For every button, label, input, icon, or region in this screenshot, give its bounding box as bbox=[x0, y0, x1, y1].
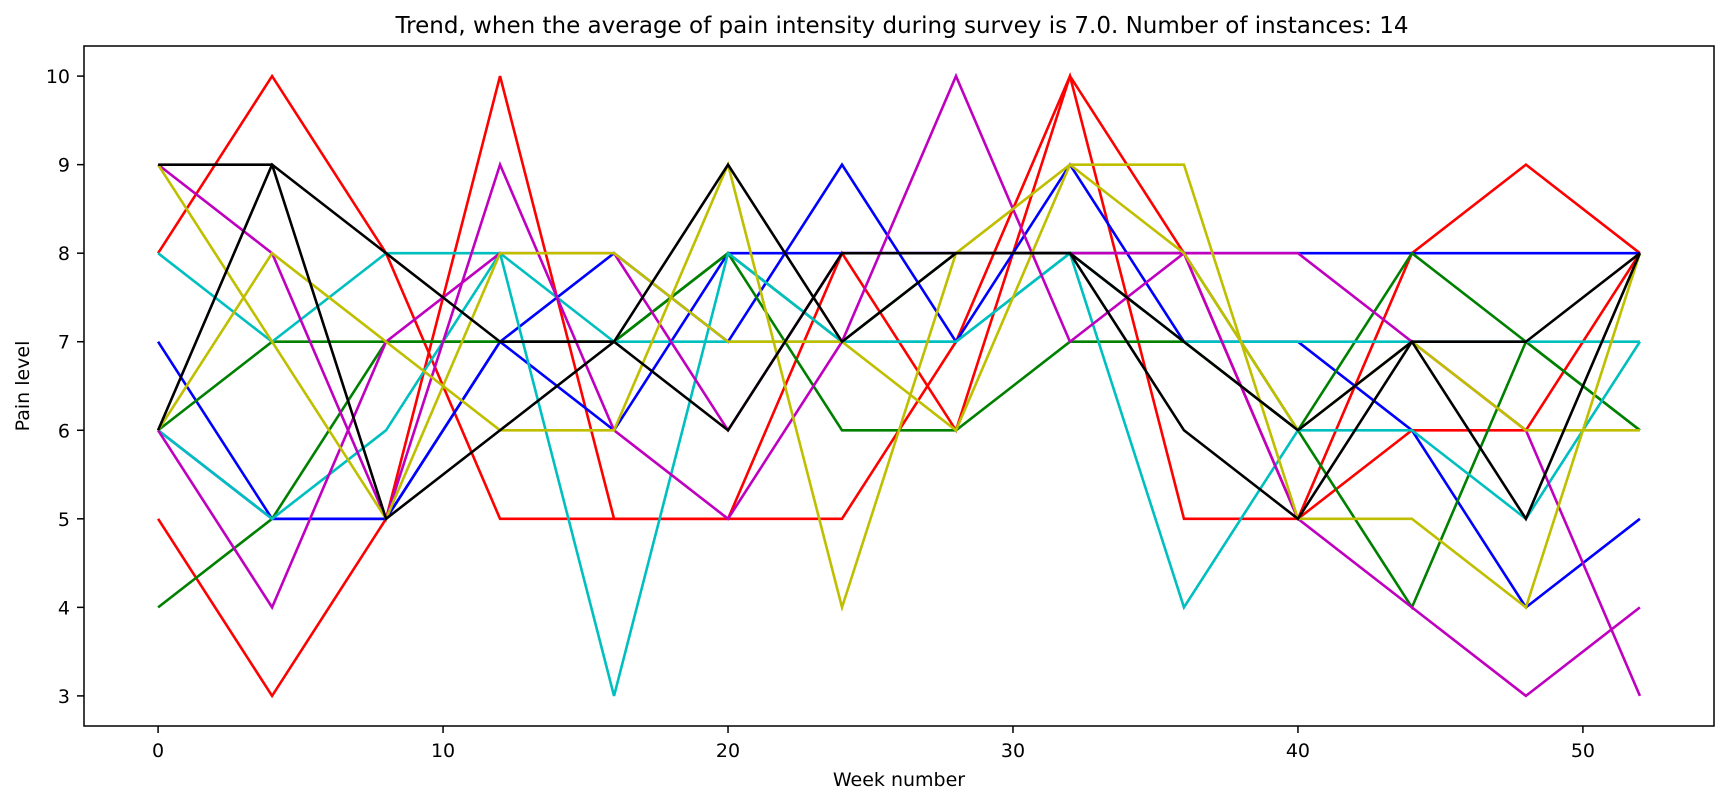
x-tick-label: 0 bbox=[152, 740, 164, 762]
y-tick-label: 6 bbox=[58, 420, 70, 442]
series-line-13 bbox=[158, 162, 1641, 521]
plot-frame bbox=[83, 45, 1715, 727]
y-tick-label: 10 bbox=[46, 66, 70, 88]
y-tick-label: 8 bbox=[58, 243, 70, 265]
x-axis: 0 10 20 30 40 50 bbox=[152, 726, 1595, 762]
y-tick-label: 3 bbox=[58, 686, 70, 708]
y-tick-label: 9 bbox=[58, 155, 70, 177]
series-line-14 bbox=[156, 162, 1642, 522]
chart-title: Trend, when the average of pain intensit… bbox=[394, 13, 1408, 39]
series-line-8 bbox=[157, 251, 1640, 521]
series-line-9 bbox=[157, 72, 1641, 698]
series-line-11 bbox=[156, 163, 1642, 610]
y-tick-label: 7 bbox=[58, 332, 70, 354]
x-tick-label: 10 bbox=[431, 740, 455, 762]
y-tick-label: 4 bbox=[58, 597, 70, 619]
y-axis: 3 4 5 6 7 8 9 10 bbox=[46, 66, 84, 708]
y-tick-label: 5 bbox=[58, 509, 70, 531]
x-tick-label: 40 bbox=[1286, 740, 1310, 762]
x-axis-title: Week number bbox=[833, 769, 965, 791]
series-layer bbox=[156, 72, 1642, 699]
x-tick-label: 20 bbox=[716, 740, 740, 762]
x-tick-label: 30 bbox=[1001, 740, 1025, 762]
y-axis-title: Pain level bbox=[12, 341, 34, 432]
x-tick-label: 50 bbox=[1571, 740, 1595, 762]
